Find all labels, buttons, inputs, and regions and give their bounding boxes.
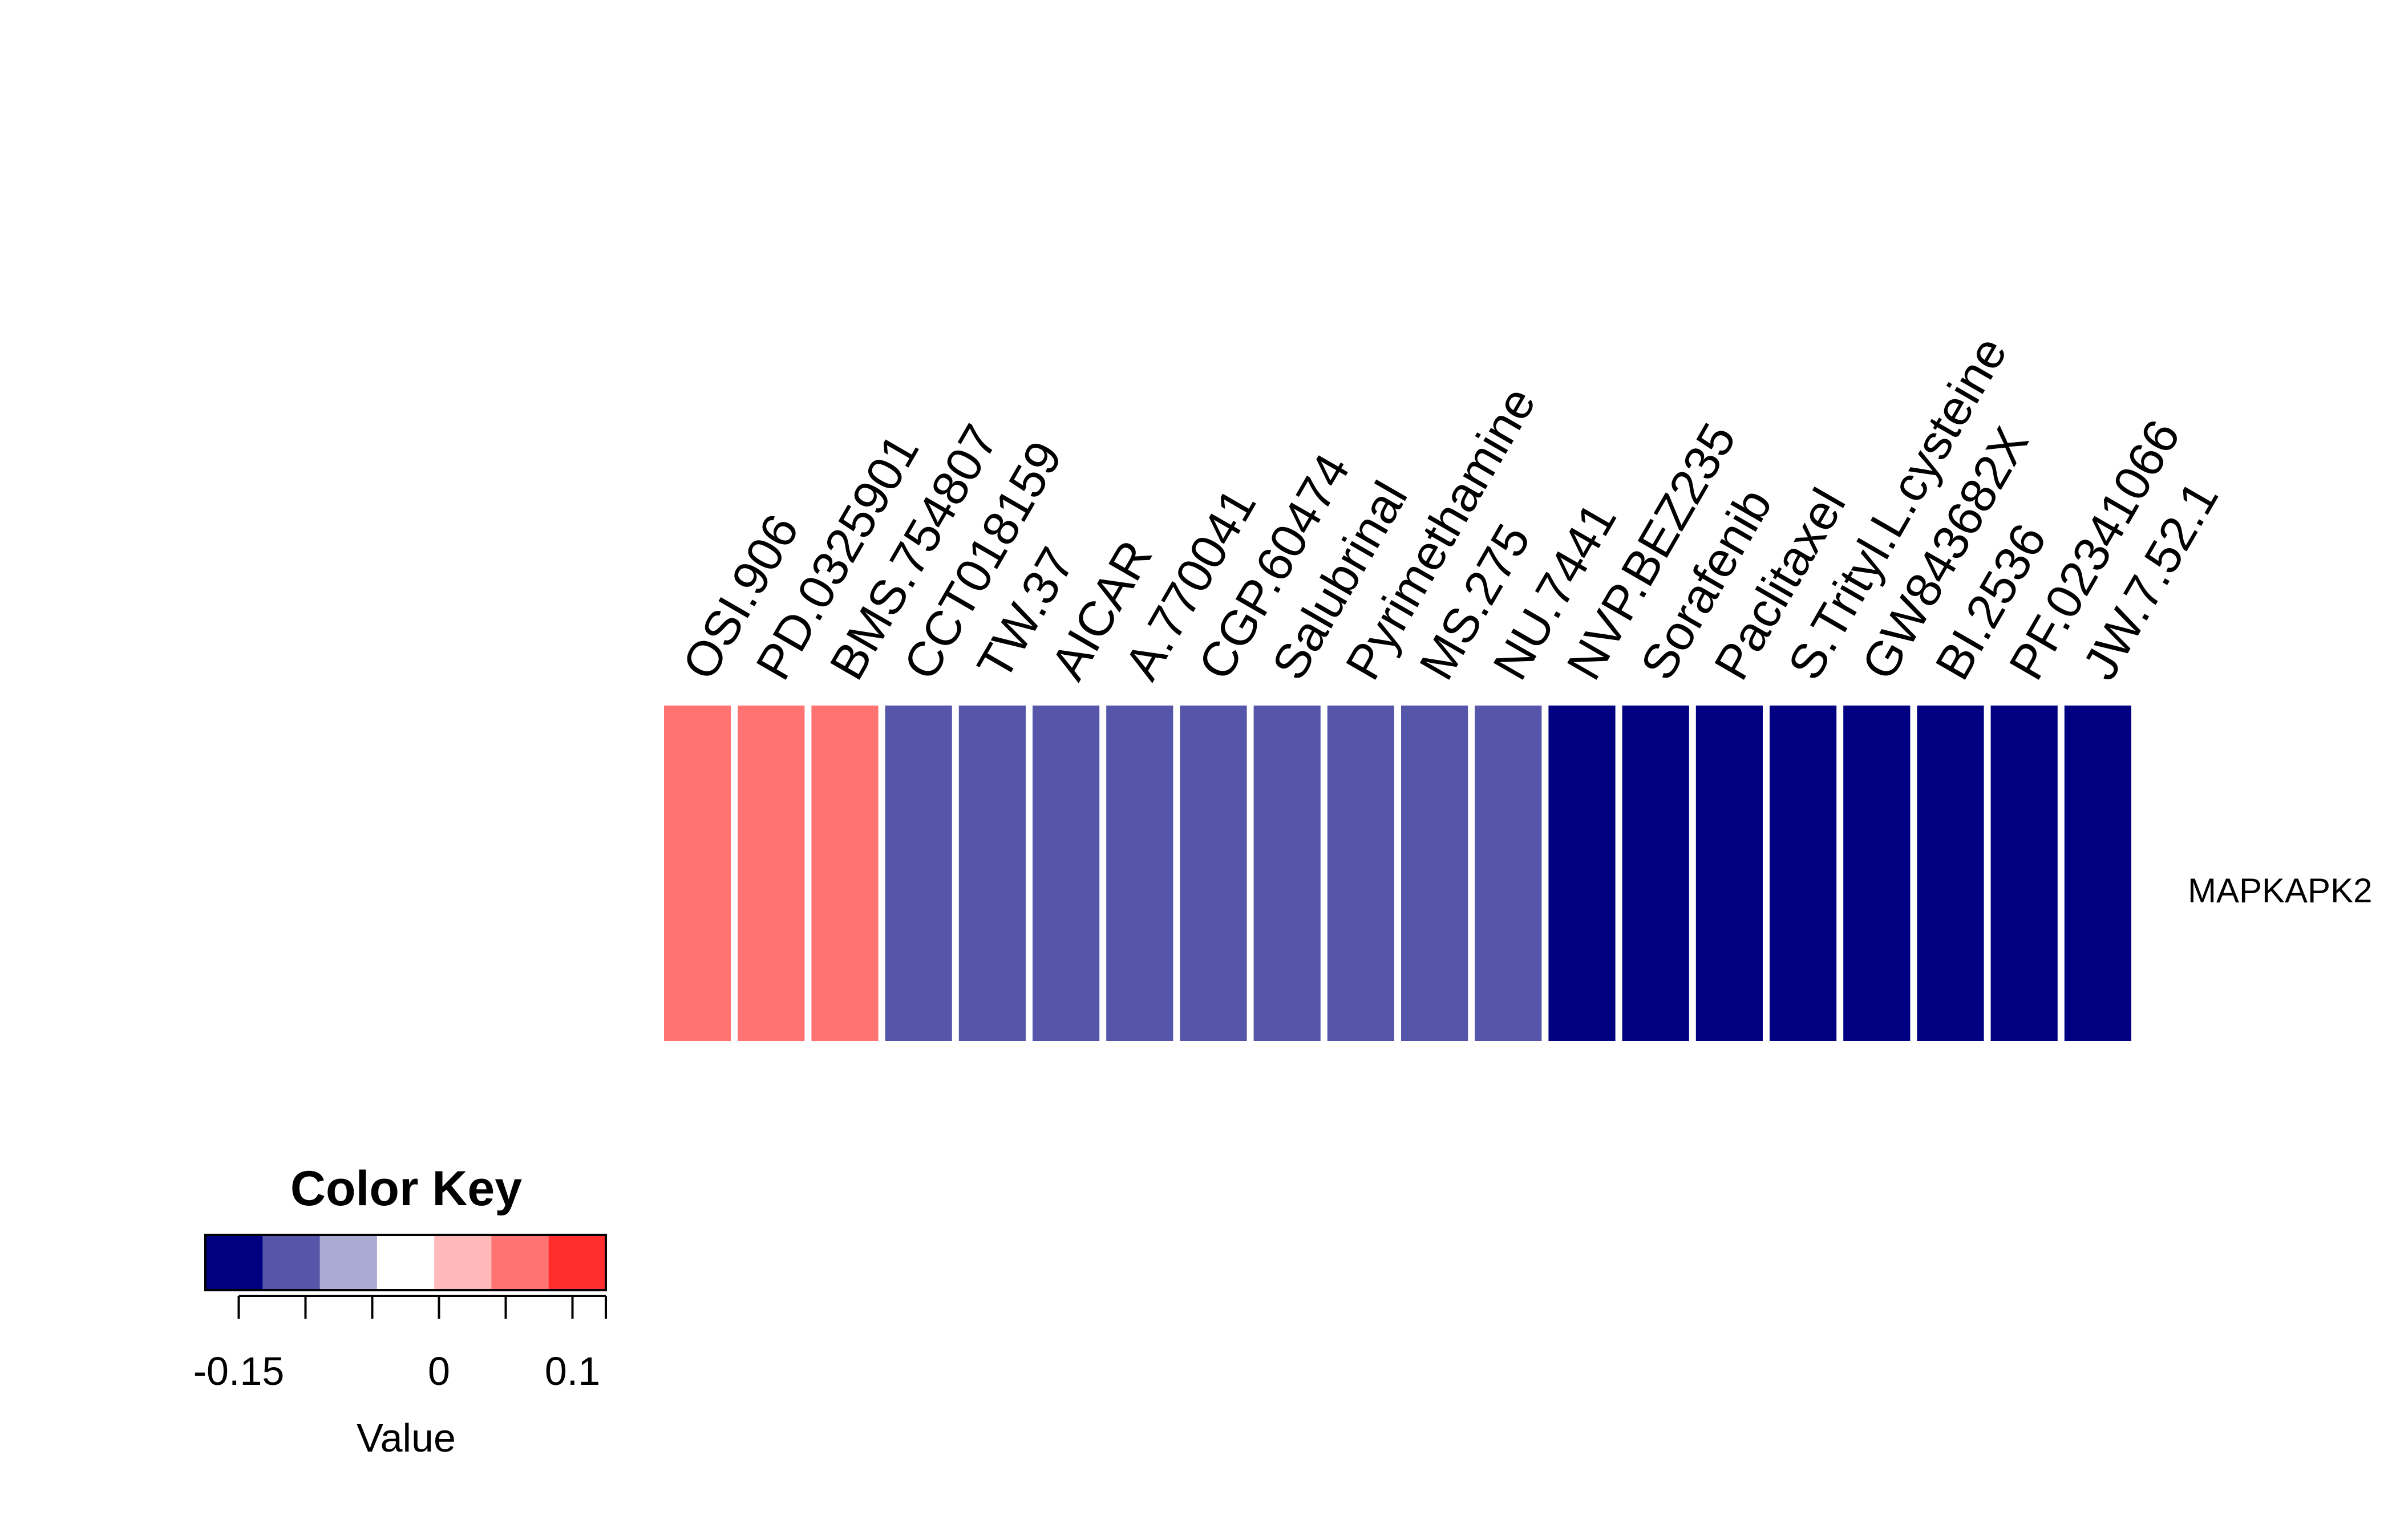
heatmap-cell [1917,706,1984,1041]
heatmap-cell [1990,706,2058,1041]
color-key-axis: -0.15 0 0.1 [193,1295,607,1393]
heatmap-cell [738,706,805,1041]
heatmap-cell [1475,706,1542,1041]
column-labels: OSI.906PD.0325901BMS.754807CCT018159TW.3… [672,328,2229,689]
heatmap-cell [1695,706,1763,1041]
color-key-xlabel: Value [357,1416,456,1460]
color-key-swatch [262,1235,321,1290]
color-key-bar [204,1234,607,1291]
row-label: MAPKAPK2 [2188,872,2372,910]
color-key-swatch [548,1235,606,1290]
color-key-swatch [319,1235,378,1290]
heatmap-cell [1327,706,1394,1041]
color-key-tick-label: 0.1 [545,1349,600,1393]
heatmap-cell [1106,706,1173,1041]
heatmap-cell [958,706,1026,1041]
color-key-swatch [205,1235,263,1290]
color-key-swatch [434,1235,492,1290]
heatmap-cell [1843,706,1911,1041]
heatmap-cell [1180,706,1247,1041]
heatmap-cell [1770,706,1837,1041]
heatmap-cell [885,706,952,1041]
heatmap-cells [664,706,2131,1041]
heatmap-cell [1253,706,1321,1041]
heatmap-cell [1622,706,1689,1041]
color-key-tick-label: -0.15 [193,1349,285,1393]
color-key-title: Color Key [290,1161,522,1216]
color-key-tick-label: 0 [428,1349,450,1393]
heatmap-cell [664,706,731,1041]
heatmap-cell [1033,706,1100,1041]
color-key-border [204,1234,607,1291]
heatmap-cell [811,706,879,1041]
heatmap-cell [1401,706,1468,1041]
heatmap-cell [1548,706,1616,1041]
color-key-swatch [377,1235,435,1290]
color-key-swatch [491,1235,549,1290]
heatmap-cell [2064,706,2131,1041]
